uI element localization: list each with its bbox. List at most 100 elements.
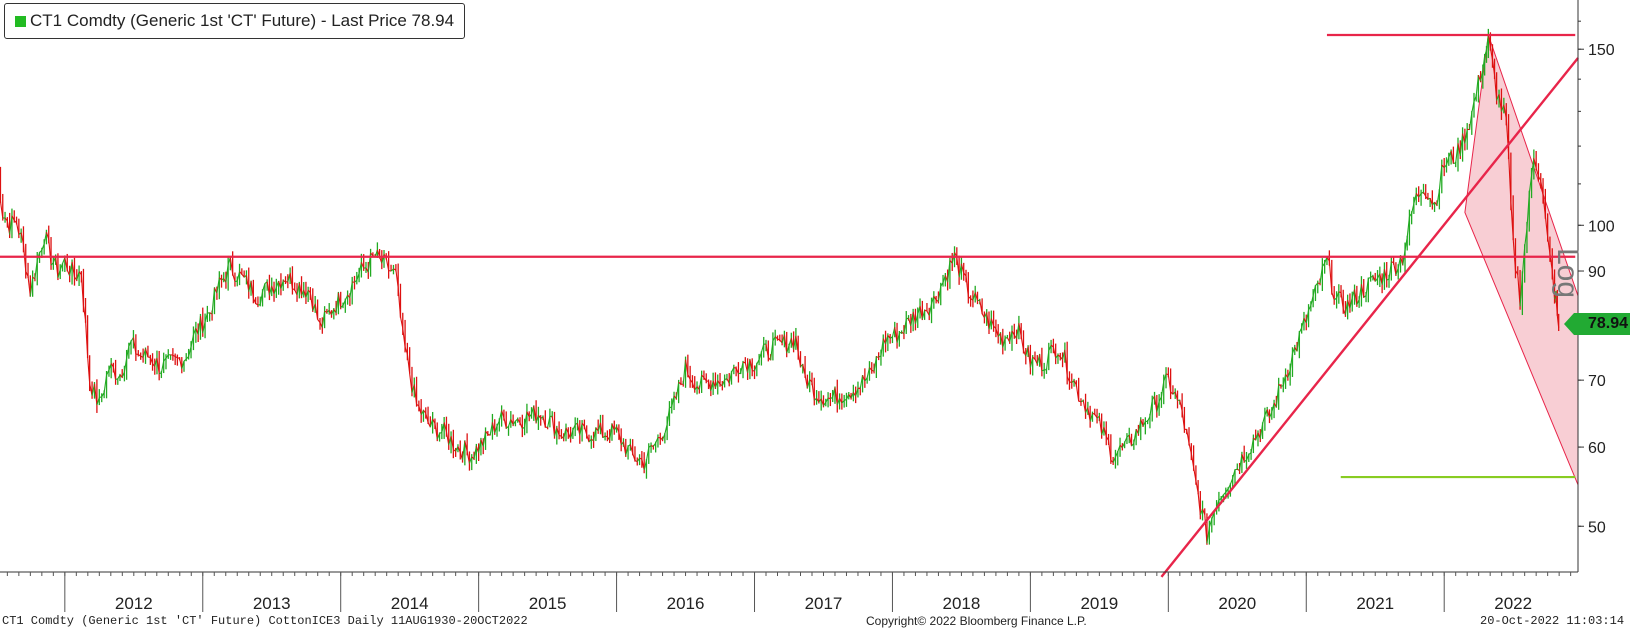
price-segment [740, 362, 744, 374]
price-segment [1344, 299, 1349, 315]
y-tick-label: 50 [1588, 519, 1606, 536]
price-segment [1089, 413, 1093, 422]
price-segment [1349, 297, 1353, 309]
price-segment [1477, 75, 1482, 82]
price-segment [1098, 416, 1103, 435]
price-segment [1471, 101, 1475, 114]
price-segment [1315, 282, 1319, 287]
price-segment [252, 297, 257, 304]
x-tick-label: 2018 [943, 594, 981, 613]
price-segment [1232, 469, 1236, 479]
price-segment [816, 398, 820, 403]
price-segment [262, 283, 266, 292]
price-segment [563, 427, 567, 439]
price-segment [1160, 381, 1165, 398]
price-segment [1225, 488, 1229, 493]
price-segment [43, 232, 47, 245]
price-segment [1188, 443, 1192, 454]
price-segment [793, 335, 797, 350]
price-segment [535, 414, 539, 423]
price-segment [728, 372, 733, 384]
price-segment [1544, 216, 1549, 238]
price-segment [797, 353, 802, 367]
price-segment [919, 305, 923, 320]
price-segment [698, 375, 703, 390]
price-segment [1358, 284, 1362, 300]
price-segment [439, 431, 443, 434]
price-segment [478, 439, 482, 454]
price-segment [650, 445, 654, 448]
price-segment [1308, 305, 1312, 311]
price-segment [1406, 216, 1410, 238]
price-segment [1498, 94, 1502, 112]
price-segment [89, 383, 93, 396]
price-segment [1524, 228, 1528, 248]
price-segment [1408, 213, 1413, 217]
price-segment [724, 378, 728, 381]
price-segment [1268, 412, 1273, 419]
price-segment [1542, 195, 1546, 217]
price-segment [772, 336, 776, 342]
y-axis: 50 60 70 90 100 150 [1577, 0, 1615, 572]
price-segment [556, 427, 560, 436]
price-segment [126, 346, 130, 359]
price-segment [1078, 400, 1082, 403]
price-segment [611, 423, 615, 431]
price-segment [301, 289, 305, 297]
price-segment [250, 281, 254, 299]
price-segment [241, 273, 245, 278]
price-segment [685, 359, 689, 375]
price-segment [1029, 357, 1034, 368]
price-segment [588, 438, 592, 443]
price-segment [1018, 322, 1022, 337]
price-segment [87, 356, 91, 384]
price-segment [1055, 354, 1059, 359]
price-segment [839, 397, 843, 404]
price-segment [634, 459, 638, 463]
price-segment [519, 422, 523, 429]
price-segment [1399, 256, 1404, 266]
price-segment [1050, 344, 1054, 348]
price-segment [652, 442, 657, 447]
price-segment [1147, 416, 1151, 422]
price-segment [1101, 426, 1105, 436]
price-segment [202, 321, 206, 334]
price-segment [1158, 396, 1162, 402]
price-segment [1493, 74, 1498, 101]
price-segment [475, 445, 480, 454]
price-segment [1319, 266, 1323, 284]
price-segment [613, 426, 618, 431]
price-segment [790, 338, 795, 350]
price-segment [1140, 419, 1144, 427]
price-segment [593, 427, 597, 441]
price-segment [1521, 247, 1526, 276]
price-segment [1282, 374, 1287, 386]
price-segment [236, 271, 241, 282]
price-segment [340, 304, 344, 309]
price-segment [664, 424, 668, 435]
price-segment [1229, 477, 1234, 485]
price-segment [41, 243, 45, 251]
price-segment [335, 292, 339, 313]
price-segment [1441, 164, 1445, 169]
price-segment [1287, 370, 1291, 378]
price-segment [1036, 354, 1041, 365]
price-segment [517, 418, 521, 424]
price-segment [1450, 150, 1454, 164]
price-segment [579, 423, 583, 436]
price-segment [1445, 157, 1450, 165]
price-segment [765, 344, 769, 358]
y-tick-label: 70 [1588, 373, 1606, 390]
price-segment [1489, 47, 1494, 60]
price-segment [1487, 34, 1491, 48]
price-segment [859, 375, 864, 389]
price-segment [370, 252, 374, 257]
price-segment [482, 431, 487, 447]
price-segment [1133, 429, 1137, 444]
price-segment [416, 404, 420, 407]
price-segment [71, 261, 76, 278]
price-segment [298, 282, 303, 296]
price-segment [216, 277, 220, 294]
price-segment [312, 303, 316, 311]
